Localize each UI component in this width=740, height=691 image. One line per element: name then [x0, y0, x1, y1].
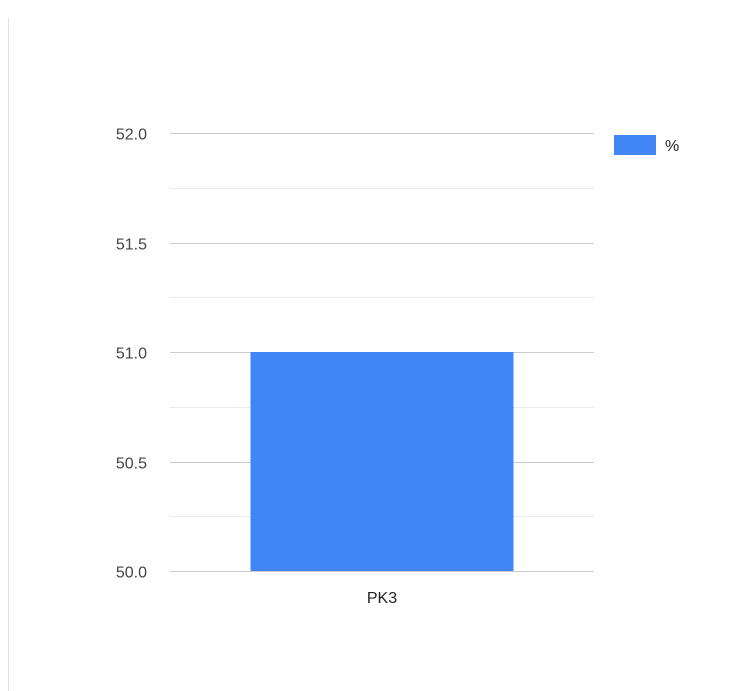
bars — [250, 352, 514, 571]
major-gridlines — [170, 133, 594, 572]
bar — [250, 352, 514, 571]
y-axis-ticks: 52.0 51.5 51.0 50.5 50.0 — [116, 127, 147, 582]
y-tick-label: 51.5 — [116, 237, 147, 254]
x-axis-ticks: PK3 — [367, 590, 397, 607]
y-tick-label: 50.0 — [116, 565, 147, 582]
y-tick-label: 51.0 — [116, 346, 147, 363]
x-tick-label: PK3 — [367, 590, 397, 607]
chart-frame-border — [8, 18, 9, 691]
legend-label: % — [665, 138, 679, 155]
y-tick-label: 52.0 — [116, 127, 147, 144]
legend: % — [614, 135, 679, 155]
y-tick-label: 50.5 — [116, 456, 147, 473]
legend-swatch — [614, 135, 656, 155]
